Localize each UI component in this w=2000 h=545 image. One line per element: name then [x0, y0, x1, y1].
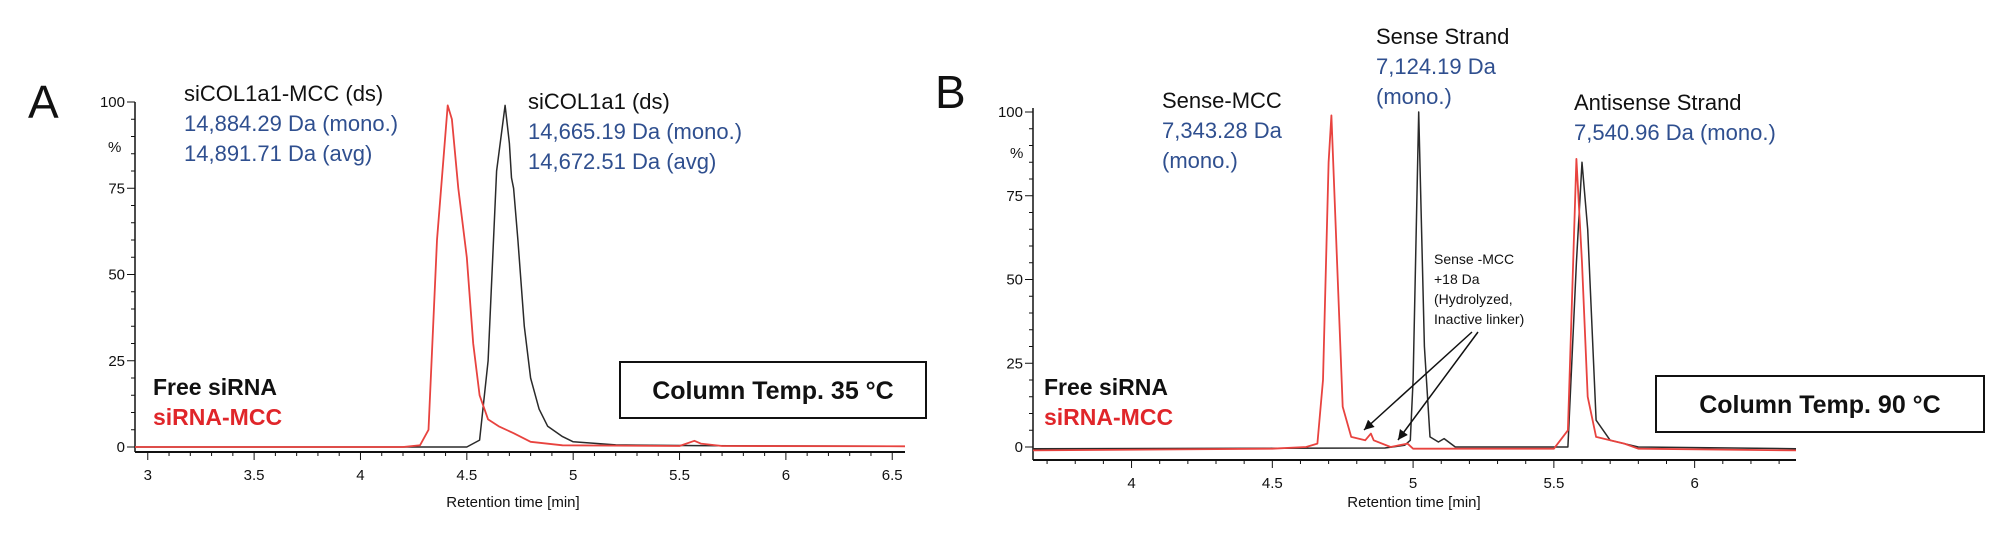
panel-a-y-tick-label: 100	[100, 94, 125, 111]
panel-b-condition-box	[1655, 375, 1985, 433]
panel-b-callout-arrow-2	[1397, 331, 1479, 441]
panel-b-x-tick-label: 4.5	[1262, 475, 1283, 492]
panel-b-legend-mcc: siRNA-MCC	[1044, 404, 1173, 430]
panel-b-y-tick-label: 100	[998, 104, 1023, 121]
panel-a-y-tick-label: 75	[108, 180, 125, 197]
panel-a-x-tick-label: 3.5	[244, 467, 265, 484]
panel-a-letter: A	[28, 76, 59, 128]
panel-b-x-tick-label: 4	[1127, 475, 1135, 492]
panel-b-series-mcc	[1032, 114, 1797, 452]
panel-a-ann-mcc-title: siCOL1a1-MCC (ds)	[184, 81, 383, 106]
panel-b-y-tick-label: 0	[1015, 439, 1023, 456]
panel-b-condition-label: Column Temp. 90 °C	[1699, 391, 1941, 419]
panel-a-condition-box	[619, 361, 927, 419]
panel-b-x-tick-label: 6	[1690, 475, 1698, 492]
panel-a-y-unit: %	[108, 139, 121, 156]
panel-a-ann-mcc-mono: 14,884.29 Da (mono.)	[184, 111, 398, 136]
panel-b-series-free	[1032, 111, 1797, 450]
panel-b-legend-free: Free siRNA	[1044, 374, 1168, 400]
panel-a-x-tick-label: 4.5	[456, 467, 477, 484]
panel-a: A % 0 25 50 75 100 3 3.5 4 4.5 5 5.5 6 6.5 Retentio…	[28, 76, 927, 511]
panel-b-y-tick-label: 25	[1006, 355, 1023, 372]
panel-b-y-unit: %	[1010, 145, 1023, 162]
panel-a-ann-free-mono: 14,665.19 Da (mono.)	[528, 119, 742, 144]
panel-b-ann-sense-mono: (mono.)	[1376, 84, 1452, 109]
panel-a-x-axis-title: Retention time [min]	[446, 494, 579, 511]
panel-a-series-free	[135, 104, 906, 448]
panel-b-ann-sense-mass: 7,124.19 Da	[1376, 54, 1497, 79]
panel-b-callout-line-2: +18 Da	[1434, 271, 1480, 287]
panel-b-letter: B	[935, 66, 966, 118]
panel-b-ann-sense-title: Sense Strand	[1376, 24, 1509, 49]
panel-b-ann-sense-mcc-mass: 7,343.28 Da	[1162, 118, 1283, 143]
panel-a-y-tick-label: 0	[117, 439, 125, 456]
panel-b-callout-line-1: Sense -MCC	[1434, 251, 1514, 267]
panel-a-condition-label: Column Temp. 35 °C	[652, 377, 894, 405]
panel-b-ann-antisense-mass: 7,540.96 Da (mono.)	[1574, 120, 1776, 145]
panel-b-y-ticks: 0 25 50 75 100	[998, 104, 1033, 456]
panel-a-x-tick-label: 5	[569, 467, 577, 484]
panel-b-x-axis-title: Retention time [min]	[1347, 494, 1480, 511]
panel-a-y-tick-label: 50	[108, 267, 125, 284]
panel-b-x-tick-label: 5	[1409, 475, 1417, 492]
panel-a-legend-free: Free siRNA	[153, 374, 277, 400]
panel-a-x-tick-label: 6	[782, 467, 790, 484]
panel-a-x-tick-label: 6.5	[882, 467, 903, 484]
panel-a-ann-free-avg: 14,672.51 Da (avg)	[528, 149, 716, 174]
panel-b-y-tick-label: 50	[1006, 272, 1023, 289]
panel-a-x-tick-label: 3	[144, 467, 152, 484]
panel-a-y-tick-label: 25	[108, 353, 125, 370]
panel-a-legend-mcc: siRNA-MCC	[153, 404, 282, 430]
panel-a-series-mcc	[135, 104, 906, 448]
panel-b-y-tick-label: 75	[1006, 188, 1023, 205]
panel-a-x-tick-label: 5.5	[669, 467, 690, 484]
panel-b-x-ticks: 4 4.5 5 5.5 6	[1046, 460, 1780, 492]
panel-b: B % 0 25 50 75 100 4 4.5 5 5.5 6 Retention time …	[935, 24, 1985, 511]
panel-b-ann-sense-mcc-title: Sense-MCC	[1162, 88, 1282, 113]
panel-a-ann-free-title: siCOL1a1 (ds)	[528, 89, 670, 114]
panel-b-callout-line-3: (Hydrolyzed,	[1434, 291, 1513, 307]
panel-b-ann-sense-mcc-mono: (mono.)	[1162, 148, 1238, 173]
panel-b-callout-line-4: Inactive linker)	[1434, 311, 1524, 327]
panel-b-callout-arrow-1	[1363, 331, 1473, 431]
panel-a-y-ticks: 0 25 50 75 100	[100, 94, 135, 456]
panel-b-ann-antisense-title: Antisense Strand	[1574, 90, 1742, 115]
panel-a-x-tick-label: 4	[356, 467, 364, 484]
panel-b-x-tick-label: 5.5	[1543, 475, 1564, 492]
panel-a-ann-mcc-avg: 14,891.71 Da (avg)	[184, 141, 372, 166]
panel-a-x-ticks: 3 3.5 4 4.5 5 5.5 6 6.5	[144, 452, 903, 484]
